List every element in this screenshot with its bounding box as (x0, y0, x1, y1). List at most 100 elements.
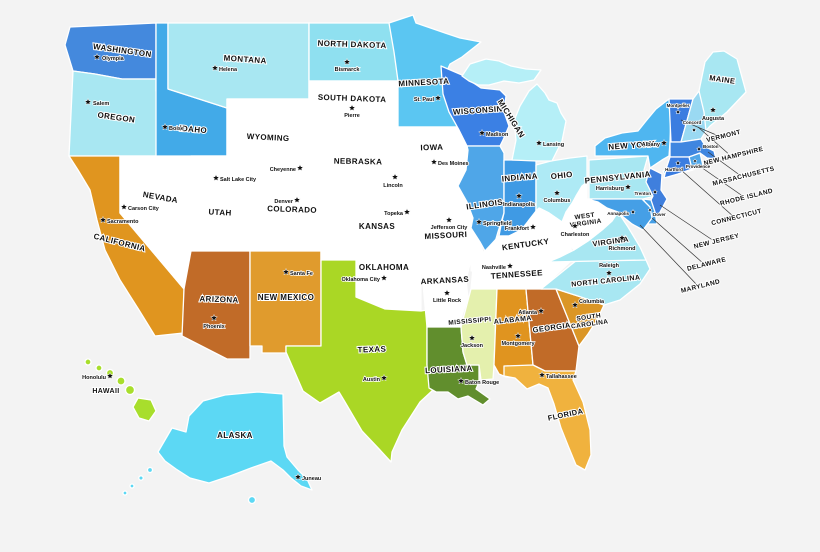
capital-marker-lincoln-star-icon (391, 172, 399, 181)
state-island-alaska-1[interactable] (146, 466, 154, 474)
state-group-new-mexico (249, 250, 322, 354)
state-shape-iowa[interactable] (397, 126, 469, 187)
capital-marker-pierre-star-icon (348, 103, 356, 112)
capital-label-lansing: Lansing (543, 142, 564, 148)
state-group-iowa (397, 126, 469, 187)
capital-label-trenton: Trenton (635, 191, 652, 196)
capital-label-salt-lake-city: Salt Lake City (220, 177, 257, 183)
capital-marker-frankfort-star-icon (529, 222, 537, 231)
capital-label-boston: Boston (703, 144, 719, 149)
state-shape-alaska[interactable] (157, 391, 313, 491)
capital-label-augusta: Augusta (702, 116, 725, 122)
capital-label-tallahassee: Tallahassee (546, 374, 577, 380)
capital-label-lincoln: Lincoln (383, 183, 403, 189)
leader-line-delaware (651, 217, 705, 265)
capital-marker-montgomery-star-icon (514, 331, 522, 340)
state-label-utah: UTAH (208, 207, 232, 217)
capital-marker-augusta-star-icon (709, 105, 717, 114)
capital-marker-jackson-star-icon (468, 333, 476, 342)
capital-marker-lansing-star-icon (535, 138, 543, 147)
capital-label-raleigh: Raleigh (599, 263, 620, 269)
state-island-hawaii-5[interactable] (124, 384, 136, 396)
capital-marker-carson-city-star-icon (120, 202, 128, 211)
state-group-michigan (461, 58, 567, 162)
state-label-colorado: COLORADO (267, 204, 317, 215)
capital-label-topeka: Topeka (384, 211, 404, 217)
state-group-connecticut (663, 156, 693, 179)
capital-label-des-moines: Des Moines (438, 161, 469, 167)
state-label-montana: MONTANA (223, 54, 267, 66)
state-shape-arizona[interactable] (181, 250, 251, 360)
state-shape-connecticut[interactable] (663, 156, 693, 179)
state-label-vermont: VERMONT (706, 129, 742, 144)
state-shape-maryland[interactable] (586, 198, 653, 231)
capital-label-charleston: Charleston (561, 232, 590, 238)
state-label-missouri: MISSOURI (424, 230, 467, 241)
state-island-alaska-2[interactable] (138, 475, 144, 481)
state-shape-hawaii[interactable] (132, 397, 157, 422)
capital-marker-santa-fe-star-icon (282, 267, 290, 276)
state-island-hawaii-4[interactable] (116, 376, 126, 386)
capital-label-dover: Dover (653, 212, 666, 217)
capital-marker-st-paul-star-icon (434, 93, 442, 102)
state-shape-montana[interactable] (167, 22, 310, 109)
state-label-wyoming: WYOMING (247, 132, 290, 143)
capital-label-montpelier: Montpelier (667, 103, 690, 108)
capital-label-cheyenne: Cheyenne (270, 167, 296, 173)
capital-label-frankfort: Frankfort (505, 226, 529, 232)
state-label-ohio: OHIO (550, 170, 573, 181)
capital-label-indianapolis: Indianapolis (503, 202, 535, 208)
capital-marker-oklahoma-city-star-icon (380, 273, 388, 282)
capital-marker-sacramento-star-icon (99, 215, 107, 224)
capital-marker-jefferson-city-star-icon (445, 215, 453, 224)
capital-label-santa-fe: Santa Fe (290, 271, 313, 277)
capital-label-juneau: Juneau (302, 476, 321, 482)
state-label-idaho: IDAHO (179, 124, 207, 135)
state-label-new-jersey: NEW JERSEY (693, 232, 740, 250)
capital-marker-salt-lake-city-star-icon (212, 173, 220, 182)
capital-marker-raleigh-star-icon (605, 268, 613, 277)
capital-marker-springfield-star-icon (475, 217, 483, 226)
state-shape-michigan[interactable] (511, 83, 567, 162)
state-shape-texas[interactable] (285, 259, 434, 463)
capital-label-bismarck: Bismarck (335, 67, 361, 73)
state-island-alaska-4[interactable] (122, 490, 128, 496)
capital-marker-phoenix-star-icon (210, 313, 218, 322)
capital-marker-concord-star-icon (690, 126, 698, 133)
state-label-nebraska: NEBRASKA (334, 157, 383, 167)
state-shape-michigan-part-2[interactable] (461, 58, 542, 86)
state-shape-new-mexico[interactable] (249, 250, 322, 354)
capital-marker-salem-star-icon (84, 97, 92, 106)
capital-marker-atlanta-star-icon (537, 306, 545, 315)
state-shape-florida[interactable] (503, 364, 592, 471)
capital-label-phoenix: Phoenix (203, 324, 225, 330)
capital-label-atlanta: Atlanta (518, 310, 538, 316)
capital-marker-madison-star-icon (478, 128, 486, 137)
capital-marker-columbia-star-icon (571, 300, 579, 309)
state-shape-north-carolina[interactable] (540, 259, 651, 306)
state-group-hawaii (84, 358, 157, 422)
leader-line-maryland (639, 224, 699, 287)
state-label-north-dakota: NORTH DAKOTA (317, 39, 386, 50)
capital-marker-albany-star-icon (660, 138, 668, 147)
state-label-minnesota: MINNESOTA (398, 77, 449, 89)
capital-label-jefferson-city: Jefferson City (431, 225, 469, 231)
capital-marker-juneau-star-icon (294, 472, 302, 481)
state-group-texas (285, 259, 434, 463)
capital-marker-montpelier-star-icon (674, 108, 682, 115)
state-label-hawaii: HAWAII (92, 388, 119, 395)
state-island-alaska-3[interactable] (129, 483, 135, 489)
capital-label-madison: Madison (486, 132, 509, 138)
capital-marker-nashville-star-icon (506, 261, 514, 270)
leader-line-new-jersey (659, 204, 715, 242)
capital-marker-bismarck-star-icon (343, 57, 351, 66)
capital-marker-indianapolis-star-icon (515, 191, 523, 200)
capital-marker-denver-star-icon (293, 195, 301, 204)
capital-marker-boston-star-icon (695, 145, 703, 152)
state-island-hawaii-2[interactable] (95, 364, 103, 372)
state-island-alaska-5[interactable] (247, 495, 257, 505)
state-island-hawaii-1[interactable] (84, 358, 92, 366)
state-label-iowa: IOWA (420, 143, 443, 153)
capital-label-salem: Salem (93, 101, 109, 107)
